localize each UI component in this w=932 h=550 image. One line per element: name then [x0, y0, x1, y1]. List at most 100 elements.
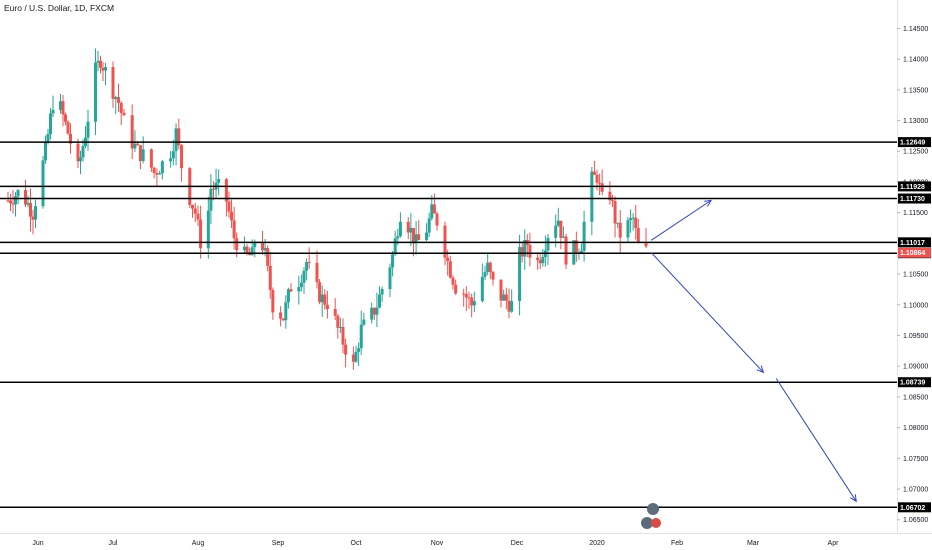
candle [523, 229, 527, 270]
candle [111, 61, 115, 108]
candle-body [171, 151, 175, 159]
level-label: 1.11017 [898, 237, 931, 248]
price-tick-label: 1.10000 [903, 302, 928, 309]
candle-body [104, 67, 107, 71]
time-tick-label: Jul [109, 540, 118, 547]
candle [315, 250, 319, 289]
candle [359, 310, 363, 356]
price-tick-label: 1.11500 [903, 210, 928, 217]
price-tick-label: 1.09000 [903, 364, 928, 371]
event-flag-icon[interactable] [641, 517, 653, 529]
candle-body [217, 179, 221, 183]
candle [66, 120, 70, 135]
candle-body [613, 201, 617, 224]
candle [491, 270, 495, 286]
event-icons[interactable] [641, 503, 661, 529]
candle-body [41, 160, 45, 207]
candle [634, 204, 638, 240]
level-label-bg [898, 377, 931, 388]
candle-body [448, 261, 452, 278]
candle-body [391, 254, 395, 268]
level-label: 1.06702 [898, 502, 931, 513]
candle [430, 195, 434, 221]
candle [114, 95, 118, 115]
candles [6, 48, 648, 370]
candle-body [554, 225, 558, 238]
projection-arrow [775, 378, 857, 503]
candle-body [284, 302, 288, 321]
price-tick-label: 1.13000 [903, 118, 928, 125]
level-label-text: 1.11017 [900, 240, 925, 247]
candle [138, 144, 142, 170]
candle [388, 263, 392, 298]
candle [644, 227, 648, 249]
candle-body [66, 121, 70, 134]
candle-body [16, 190, 20, 197]
candle-body [61, 101, 65, 115]
candle-body [263, 248, 267, 251]
candle [435, 211, 439, 231]
candle [26, 195, 30, 208]
candle-body [409, 227, 413, 233]
candle [336, 313, 340, 339]
candle-body [362, 319, 366, 325]
candle-body [504, 294, 508, 301]
arrow-head [704, 199, 713, 207]
candle [31, 209, 35, 235]
candle-body [196, 213, 200, 220]
last-price-text: 1.10864 [900, 250, 925, 257]
candle [305, 258, 309, 281]
candle [152, 166, 156, 179]
event-flag-icon[interactable] [651, 518, 661, 528]
candle-body [411, 227, 415, 244]
candle [141, 136, 145, 164]
candle-body [618, 222, 622, 238]
candle-body [94, 62, 97, 122]
event-flag-icon[interactable] [647, 503, 659, 515]
candle [217, 169, 221, 196]
candle-body [486, 262, 490, 273]
candle-body [536, 257, 540, 261]
candle [160, 159, 164, 180]
candle [425, 223, 429, 241]
candle [341, 318, 345, 354]
time-tick-label: Jun [32, 540, 43, 547]
candle-body [341, 326, 345, 345]
time-tick-label: Mar [747, 540, 760, 547]
candle [590, 166, 594, 236]
price-tick-label: 1.06500 [903, 517, 928, 524]
candle [180, 144, 184, 182]
candle [130, 104, 134, 160]
candle [9, 193, 12, 212]
candle-body [610, 200, 614, 202]
candle-body [359, 324, 363, 349]
candle [338, 317, 342, 333]
candle [325, 290, 329, 319]
candle [29, 188, 32, 232]
level-label: 1.12649 [898, 137, 931, 148]
candle [451, 275, 455, 290]
candle-body [572, 240, 576, 265]
arrow-head [849, 494, 857, 503]
candle-body [318, 282, 322, 303]
candle [574, 231, 578, 262]
candle-body [636, 228, 640, 243]
candle-body [289, 289, 293, 292]
candle-body [307, 261, 311, 263]
candle [101, 61, 105, 82]
candle-body [9, 200, 12, 204]
candle [362, 312, 366, 326]
candle-body [44, 142, 47, 161]
candle-body [323, 294, 327, 305]
candle [507, 288, 511, 319]
price-tick-label: 1.07500 [903, 456, 928, 463]
candle-body [406, 221, 410, 233]
candle [375, 292, 379, 328]
candle [297, 275, 301, 305]
candle-body [133, 143, 137, 149]
candle [188, 167, 192, 208]
candle-body [644, 242, 648, 247]
candle [464, 286, 468, 311]
candle [626, 216, 630, 243]
